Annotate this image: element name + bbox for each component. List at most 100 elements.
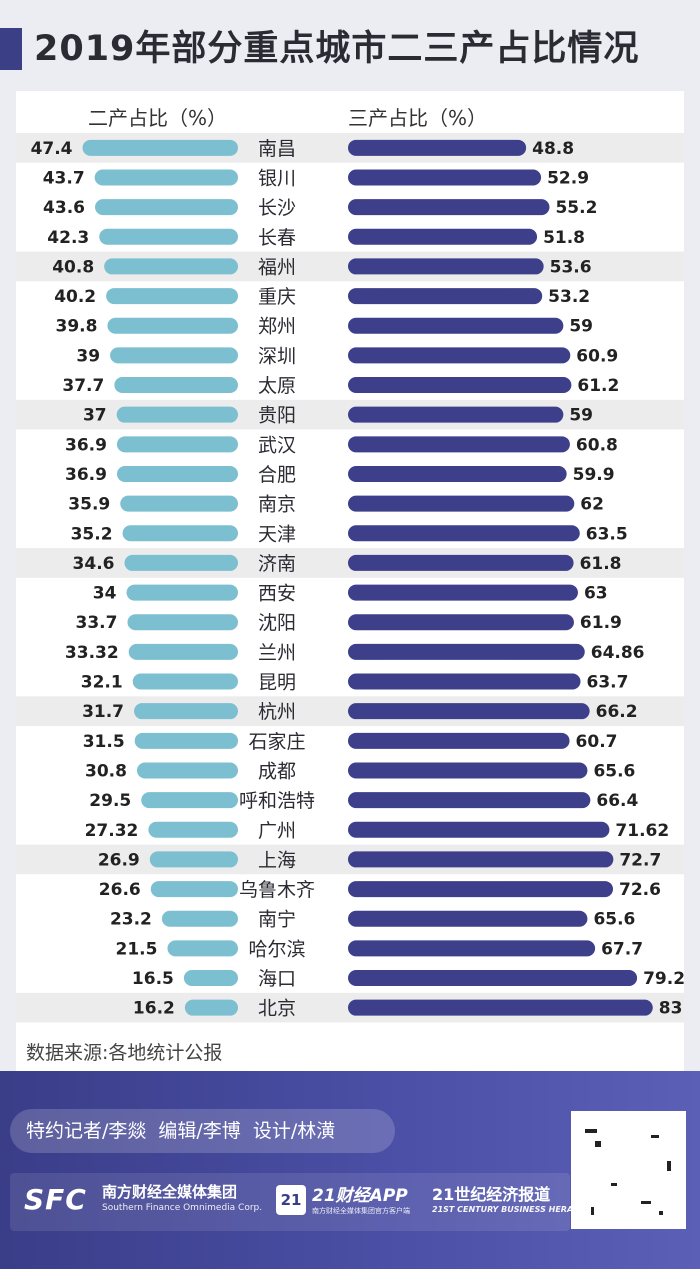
tertiary-bar xyxy=(348,554,574,571)
tertiary-bar xyxy=(348,970,638,987)
tertiary-bar xyxy=(348,732,570,749)
title-bar: 2019年部分重点城市二三产占比情况 xyxy=(0,0,700,90)
secondary-value-label: 29.5 xyxy=(89,791,131,811)
tertiary-value-label: 71.62 xyxy=(615,821,669,841)
tertiary-bar xyxy=(348,436,570,453)
secondary-bar xyxy=(114,377,238,394)
tertiary-bar xyxy=(348,910,588,927)
tertiary-value-label: 59.9 xyxy=(573,465,615,485)
secondary-value-label: 21.5 xyxy=(116,939,158,959)
tertiary-bar xyxy=(348,377,572,394)
city-label: 呼和浩特 xyxy=(239,790,315,812)
secondary-bar xyxy=(161,910,238,927)
secondary-value-label: 34 xyxy=(93,584,117,604)
secondary-value-label: 42.3 xyxy=(47,228,89,248)
secondary-value-label: 39 xyxy=(76,346,100,366)
tertiary-bar xyxy=(348,643,585,660)
secondary-bar xyxy=(132,673,238,690)
herald-name-en: 21ST CENTURY BUSINESS HERALD xyxy=(432,1205,585,1214)
city-label: 北京 xyxy=(258,998,296,1020)
secondary-value-label: 43.6 xyxy=(43,198,85,218)
secondary-bar xyxy=(107,317,239,334)
secondary-value-label: 26.9 xyxy=(98,850,140,870)
city-label: 上海 xyxy=(258,849,296,871)
tertiary-value-label: 65.6 xyxy=(593,761,635,781)
secondary-value-label: 47.4 xyxy=(31,139,73,159)
qr-code[interactable] xyxy=(571,1111,686,1229)
tertiary-value-label: 72.7 xyxy=(619,850,661,870)
tertiary-bar xyxy=(348,525,580,542)
city-label: 南昌 xyxy=(258,138,296,160)
source-note: 数据来源:各地统计公报 xyxy=(26,1042,223,1064)
secondary-value-label: 40.8 xyxy=(52,257,94,277)
right-series-header: 三产占比（%） xyxy=(348,106,487,130)
brand-row: SFC 南方财经全媒体集团 Southern Finance Omnimedia… xyxy=(10,1173,585,1231)
page-title: 2019年部分重点城市二三产占比情况 xyxy=(34,29,640,69)
secondary-bar xyxy=(141,792,238,809)
chart-svg: 二产占比（%） 三产占比（%） 47.4 南昌 48.8 43.7 银川 52.9 43.6 长沙… xyxy=(16,106,684,1023)
tertiary-value-label: 61.9 xyxy=(580,613,622,633)
credit-editor: 编辑/李博 xyxy=(158,1120,241,1142)
tertiary-bar xyxy=(348,495,575,512)
tertiary-value-label: 66.4 xyxy=(596,791,638,811)
secondary-bar xyxy=(82,139,238,156)
chart-card: 二产占比（%） 三产占比（%） 47.4 南昌 48.8 43.7 银川 52.9 43.6 长沙… xyxy=(16,91,684,1071)
tertiary-bar xyxy=(348,199,550,216)
city-label: 广州 xyxy=(258,820,296,842)
secondary-bar xyxy=(116,436,238,453)
tertiary-bar xyxy=(348,673,581,690)
tertiary-value-label: 64.86 xyxy=(591,643,645,663)
secondary-value-label: 37 xyxy=(83,406,107,426)
secondary-value-label: 26.6 xyxy=(99,880,141,900)
city-label: 南京 xyxy=(258,494,296,516)
tertiary-bar xyxy=(348,584,578,601)
secondary-value-label: 43.7 xyxy=(43,168,85,188)
tertiary-value-label: 83.5 xyxy=(659,999,684,1019)
secondary-value-label: 23.2 xyxy=(110,910,152,930)
tertiary-value-label: 55.2 xyxy=(555,198,597,218)
city-label: 重庆 xyxy=(258,286,296,308)
city-label: 合肥 xyxy=(258,464,296,486)
tertiary-value-label: 52.9 xyxy=(547,168,589,188)
secondary-bar xyxy=(184,999,238,1016)
tertiary-bar xyxy=(348,139,527,156)
tertiary-value-label: 59 xyxy=(569,406,593,426)
secondary-value-label: 33.32 xyxy=(65,643,119,663)
secondary-bar xyxy=(124,554,238,571)
city-label: 石家庄 xyxy=(248,731,305,753)
secondary-bar xyxy=(148,821,238,838)
city-label: 沈阳 xyxy=(258,612,296,634)
footer: 特约记者/李燚 编辑/李博 设计/林潢 SFC 南方财经全媒体集团 Southern… xyxy=(0,1071,700,1269)
city-label: 武汉 xyxy=(258,434,296,456)
tertiary-value-label: 59 xyxy=(569,317,593,337)
tertiary-bar xyxy=(348,821,610,838)
city-label: 银川 xyxy=(258,167,296,189)
city-label: 西安 xyxy=(258,583,296,605)
tertiary-value-label: 48.8 xyxy=(532,139,574,159)
tertiary-bar xyxy=(348,406,564,423)
city-label: 南宁 xyxy=(258,909,296,931)
tertiary-bar xyxy=(348,851,614,868)
tertiary-bar xyxy=(348,317,564,334)
tertiary-value-label: 60.9 xyxy=(576,346,618,366)
secondary-value-label: 31.5 xyxy=(83,732,125,752)
credit-reporter: 特约记者/李燚 xyxy=(26,1120,147,1142)
secondary-value-label: 34.6 xyxy=(73,554,115,574)
tertiary-bar xyxy=(348,169,542,186)
secondary-bar xyxy=(120,495,238,512)
secondary-bar xyxy=(149,851,238,868)
secondary-bar xyxy=(126,584,238,601)
tertiary-value-label: 53.6 xyxy=(550,257,592,277)
tertiary-bar xyxy=(348,614,574,631)
tertiary-value-label: 61.8 xyxy=(580,554,622,574)
tertiary-bar xyxy=(348,999,653,1016)
secondary-bar xyxy=(167,940,238,957)
sfc-logo: SFC xyxy=(24,1183,87,1216)
secondary-bar xyxy=(134,703,238,720)
city-label: 深圳 xyxy=(258,345,296,367)
tertiary-bar xyxy=(348,258,544,275)
sfc-name-cn: 南方财经全媒体集团 xyxy=(102,1183,238,1201)
city-label: 长沙 xyxy=(258,197,296,219)
secondary-bar xyxy=(94,169,238,186)
tertiary-value-label: 72.6 xyxy=(619,880,661,900)
